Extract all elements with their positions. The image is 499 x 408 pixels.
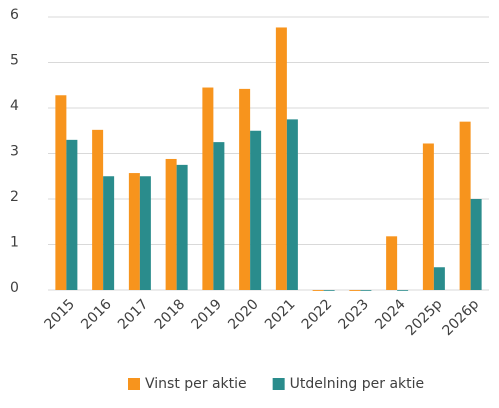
x-tick-label: 2020 <box>225 296 262 333</box>
legend-label: Vinst per aktie <box>145 376 247 392</box>
y-tick-label: 1 <box>10 235 19 251</box>
legend-swatch <box>272 378 285 390</box>
bar <box>92 129 104 290</box>
legend-label: Utdelning per aktie <box>290 376 424 392</box>
bar <box>286 119 298 290</box>
bar <box>422 143 434 290</box>
y-tick-label: 0 <box>10 280 19 296</box>
bar <box>349 290 361 291</box>
y-tick-label: 2 <box>10 189 19 205</box>
bar <box>250 130 262 290</box>
x-tick-label: 2023 <box>336 296 373 333</box>
y-tick-label: 6 <box>10 7 19 23</box>
bar <box>128 173 140 290</box>
x-tick-label: 2017 <box>115 296 152 333</box>
bar <box>55 95 67 290</box>
bar <box>239 88 251 290</box>
x-tick-label: 2019 <box>189 296 226 333</box>
bar <box>459 121 471 291</box>
bar <box>323 290 335 291</box>
y-tick-label: 5 <box>10 53 19 69</box>
x-tick-label: 2016 <box>78 296 115 333</box>
x-tick-label: 2025p <box>403 296 446 339</box>
bar <box>165 158 177 290</box>
x-tick-label: 2018 <box>152 296 189 333</box>
y-tick-label: 3 <box>10 144 19 160</box>
bar <box>470 199 482 290</box>
bar <box>433 267 445 290</box>
bar <box>312 290 324 291</box>
bar <box>386 236 398 290</box>
bar <box>66 139 78 290</box>
x-tick-label: 2021 <box>262 296 299 333</box>
x-tick-label: 2026p <box>439 296 482 339</box>
bar <box>103 176 115 290</box>
bar <box>139 176 151 290</box>
legend-swatch <box>128 378 140 390</box>
bar <box>202 87 214 291</box>
x-tick-label: 2015 <box>42 296 79 333</box>
bar <box>397 290 409 291</box>
bar <box>360 290 372 291</box>
x-tick-label: 2022 <box>299 296 336 333</box>
bar <box>213 142 225 290</box>
y-tick-label: 4 <box>10 98 19 114</box>
bar <box>275 27 287 291</box>
bar <box>176 164 188 290</box>
